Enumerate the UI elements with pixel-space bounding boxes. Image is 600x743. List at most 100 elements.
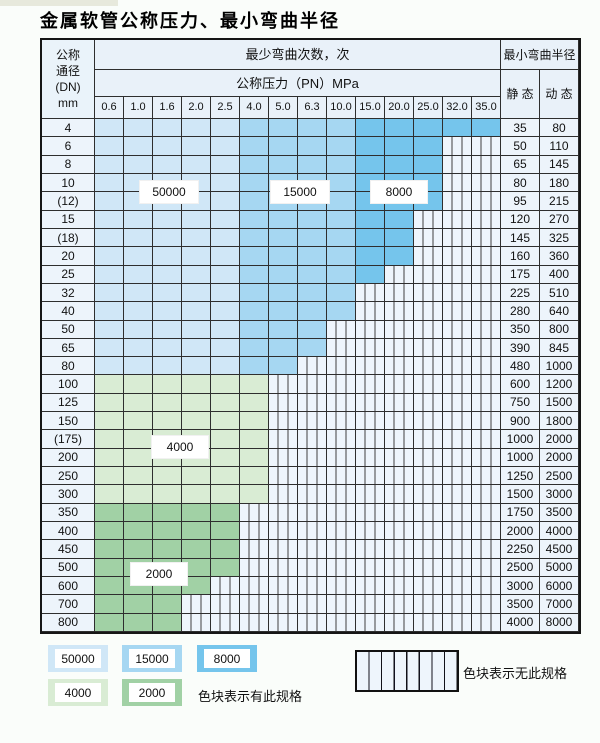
spec-cell bbox=[327, 192, 356, 211]
spec-cell bbox=[124, 302, 153, 321]
no-spec-cell bbox=[414, 485, 443, 504]
static-radius-value: 900 bbox=[501, 412, 540, 431]
no-spec-cell bbox=[240, 503, 269, 523]
static-radius-value: 95 bbox=[501, 192, 540, 211]
no-spec-cell bbox=[269, 558, 298, 578]
spec-cell bbox=[472, 119, 501, 138]
no-spec-cell bbox=[298, 467, 327, 486]
spec-cell bbox=[211, 357, 240, 376]
no-spec-cell bbox=[443, 375, 472, 394]
dynamic-radius-value: 2000 bbox=[540, 448, 579, 468]
no-spec-cell bbox=[472, 192, 501, 211]
no-spec-cell bbox=[385, 613, 414, 632]
spec-cell bbox=[95, 375, 124, 394]
no-spec-cell bbox=[385, 338, 414, 358]
spec-cell bbox=[124, 247, 153, 266]
pressure-col-32.0: 32.0 bbox=[443, 97, 472, 119]
spec-cell bbox=[124, 210, 153, 229]
spec-cell bbox=[182, 393, 211, 413]
no-spec-cell bbox=[443, 393, 472, 413]
static-radius-value: 600 bbox=[501, 375, 540, 394]
row-dn-label: (18) bbox=[42, 228, 95, 248]
spec-cell bbox=[153, 412, 182, 431]
spec-cell bbox=[327, 173, 356, 193]
spec-cell bbox=[269, 265, 298, 284]
spec-cell bbox=[124, 320, 153, 339]
spec-cell bbox=[211, 192, 240, 211]
no-spec-cell bbox=[240, 558, 269, 578]
pressure-col-2.0: 2.0 bbox=[182, 97, 211, 119]
spec-cell bbox=[95, 540, 124, 559]
spec-cell bbox=[298, 283, 327, 303]
spec-cell bbox=[124, 357, 153, 376]
pressure-col-10.0: 10.0 bbox=[327, 97, 356, 119]
cycles-header: 最少弯曲次数，次 bbox=[95, 40, 501, 70]
spec-cell bbox=[124, 448, 153, 468]
spec-cell bbox=[153, 467, 182, 486]
no-spec-cell bbox=[298, 558, 327, 578]
dynamic-radius-value: 7000 bbox=[540, 595, 579, 614]
spec-cell bbox=[182, 283, 211, 303]
dynamic-radius-value: 6000 bbox=[540, 577, 579, 596]
spec-cell bbox=[211, 210, 240, 229]
no-spec-cell bbox=[414, 283, 443, 303]
dynamic-radius-value: 8000 bbox=[540, 613, 579, 632]
spec-cell bbox=[95, 228, 124, 248]
spec-cell bbox=[211, 228, 240, 248]
no-spec-cell bbox=[240, 595, 269, 614]
row-dn-label: 10 bbox=[42, 173, 95, 193]
no-spec-cell bbox=[443, 577, 472, 596]
no-spec-cell bbox=[472, 210, 501, 229]
spec-cell bbox=[124, 540, 153, 559]
no-spec-cell bbox=[414, 228, 443, 248]
spec-cell bbox=[153, 137, 182, 156]
spec-cell bbox=[182, 522, 211, 541]
spec-cell bbox=[240, 155, 269, 174]
spec-cell bbox=[356, 210, 385, 229]
spec-cell bbox=[182, 247, 211, 266]
legend-block-8000: 8000 bbox=[197, 645, 257, 672]
spec-cell bbox=[124, 228, 153, 248]
spec-cell bbox=[298, 302, 327, 321]
no-spec-cell bbox=[385, 430, 414, 449]
spec-cell bbox=[385, 247, 414, 266]
spec-cell bbox=[269, 320, 298, 339]
no-spec-cell bbox=[414, 247, 443, 266]
no-spec-cell bbox=[443, 228, 472, 248]
no-spec-cell bbox=[414, 357, 443, 376]
spec-cell bbox=[153, 375, 182, 394]
no-spec-cell bbox=[385, 320, 414, 339]
dynamic-radius-value: 270 bbox=[540, 210, 579, 229]
static-radius-value: 2250 bbox=[501, 540, 540, 559]
spec-cell bbox=[95, 430, 124, 449]
no-spec-cell bbox=[472, 320, 501, 339]
radius-header: 最小弯曲半径 bbox=[501, 40, 579, 70]
spec-cell bbox=[182, 265, 211, 284]
spec-cell bbox=[385, 210, 414, 229]
row-dn-label: 200 bbox=[42, 448, 95, 468]
no-spec-cell bbox=[356, 595, 385, 614]
no-spec-cell bbox=[443, 137, 472, 156]
dn-header-line: mm bbox=[58, 96, 78, 110]
spec-cell bbox=[211, 338, 240, 358]
dynamic-column-header: 动 态 bbox=[540, 70, 579, 119]
spec-cell bbox=[153, 119, 182, 138]
dynamic-radius-value: 4500 bbox=[540, 540, 579, 559]
no-spec-cell bbox=[443, 503, 472, 523]
dynamic-radius-value: 1800 bbox=[540, 412, 579, 431]
row-dn-label: 80 bbox=[42, 357, 95, 376]
no-spec-cell bbox=[385, 393, 414, 413]
spec-cell bbox=[95, 338, 124, 358]
legend-value-15000: 15000 bbox=[129, 649, 175, 668]
no-spec-cell bbox=[385, 467, 414, 486]
static-radius-value: 2000 bbox=[501, 522, 540, 541]
spec-cell bbox=[356, 119, 385, 138]
no-spec-cell bbox=[385, 357, 414, 376]
row-dn-label: 400 bbox=[42, 522, 95, 541]
spec-cell bbox=[95, 173, 124, 193]
spec-cell bbox=[269, 357, 298, 376]
row-dn-label: 800 bbox=[42, 613, 95, 632]
static-column-header: 静 态 bbox=[501, 70, 540, 119]
spec-cell bbox=[95, 283, 124, 303]
spec-cell bbox=[124, 522, 153, 541]
